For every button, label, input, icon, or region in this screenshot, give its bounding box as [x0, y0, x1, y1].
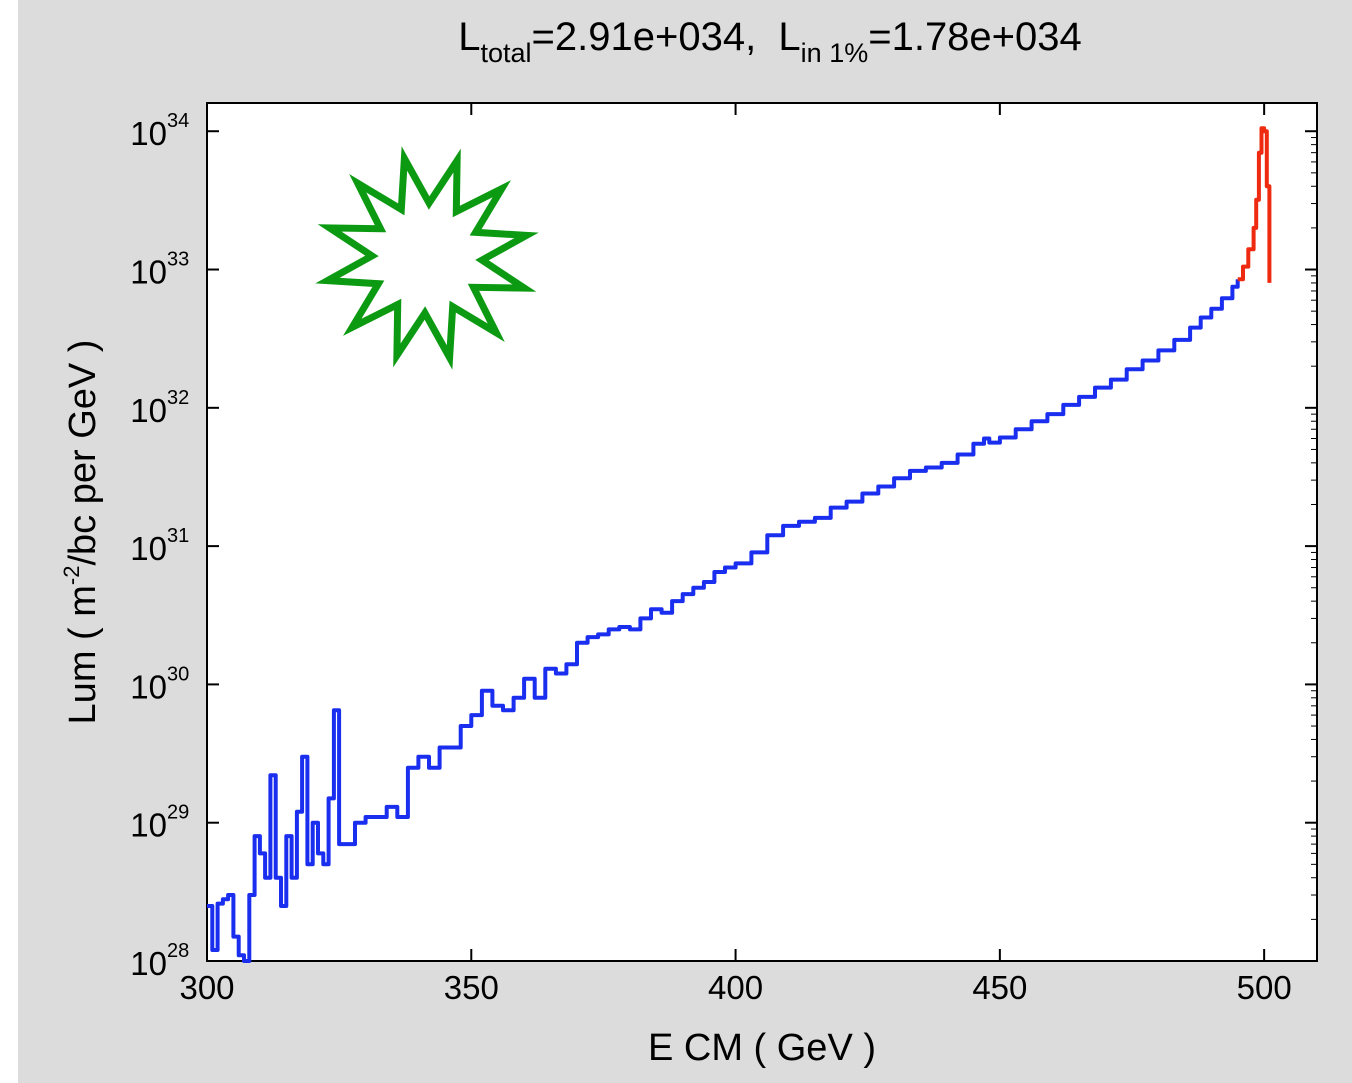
title-total-value: =2.91e+034, [532, 15, 779, 59]
x-tick-label: 300 [179, 969, 234, 1006]
y-tick-label-exponent: 34 [167, 110, 189, 132]
y-tick-label-exponent: 28 [167, 940, 189, 962]
y-tick-label: 10 [130, 530, 167, 567]
series-line-2 [1237, 126, 1272, 283]
x-axis-ticks: 300 350 400 450 500 [179, 103, 1292, 1006]
y-tick-label: 10 [130, 807, 167, 844]
title-in1-symbol: L [778, 15, 800, 59]
x-tick-label: 400 [708, 969, 763, 1006]
y-tick-label-exponent: 31 [167, 525, 189, 547]
y-tick-label-exponent: 32 [167, 387, 189, 409]
y-tick-label: 10 [130, 115, 167, 152]
title-total-subscript: total [480, 38, 531, 68]
y-tick-label: 10 [130, 392, 167, 429]
annotation-layer [315, 146, 539, 370]
y-tick-label-exponent: 29 [167, 802, 189, 824]
series-line-1 [207, 279, 1240, 963]
x-tick-label: 500 [1237, 969, 1292, 1006]
series-layer [207, 126, 1272, 963]
y-tick-label-exponent: 30 [167, 663, 189, 685]
chart-title: Ltotal=2.91e+034, Lin 1%=1.78e+034 [458, 15, 1082, 68]
y-tick-label: 10 [130, 254, 167, 291]
x-tick-label: 350 [444, 969, 499, 1006]
y-tick-label-exponent: 33 [167, 249, 189, 271]
x-axis-label: E CM ( GeV ) [648, 1027, 876, 1069]
y-axis-label: Lum ( m-2/bc per GeV ) [59, 340, 104, 725]
y-tick-label: 10 [130, 668, 167, 705]
title-in1-subscript: in 1% [801, 38, 869, 68]
y-axis-label-suffix: /bc per GeV ) [62, 340, 104, 566]
starburst-annotation [315, 146, 539, 370]
title-total-symbol: L [458, 15, 480, 59]
y-axis-label-superscript: -2 [59, 566, 84, 586]
title-in1-value: =1.78e+034 [868, 15, 1082, 59]
x-tick-label: 450 [972, 969, 1027, 1006]
y-tick-label: 10 [130, 945, 167, 982]
y-axis-label-prefix: Lum ( m [62, 585, 104, 724]
